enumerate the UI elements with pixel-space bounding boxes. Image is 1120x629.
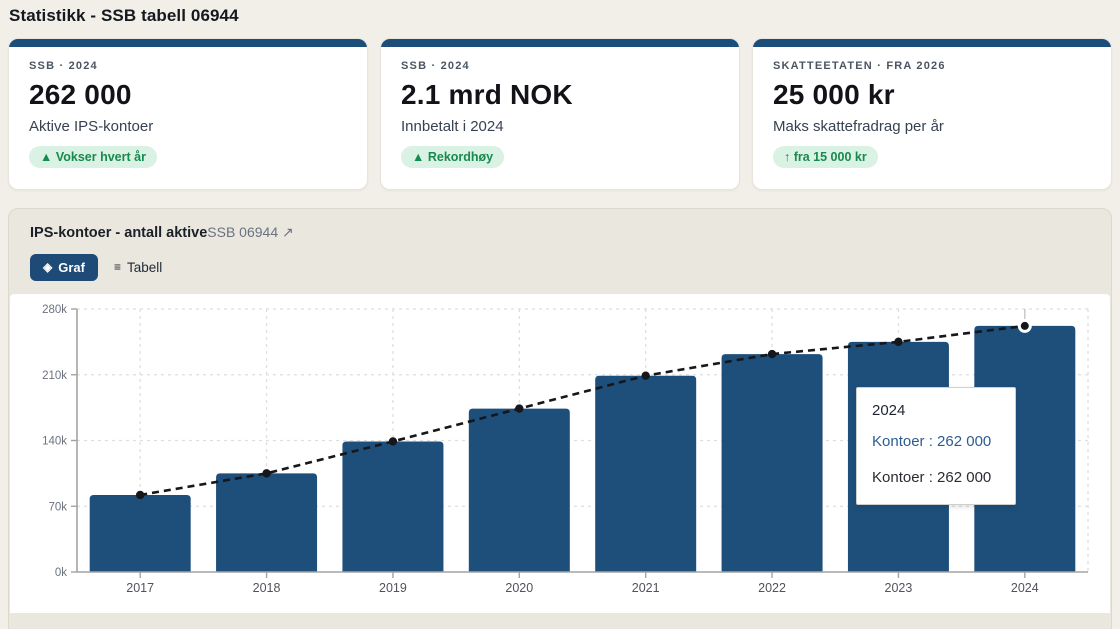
card-source-label: SSB · 2024 [401,60,470,72]
chart-title: IPS-kontoer - antall aktive [30,225,208,241]
trend-point[interactable] [262,469,271,478]
bar-chart-svg: 0k 70k 140k 210k 280k 2017 2018 2019 2020 2021 202… [42,304,1089,595]
trend-badge: ↑ fra 15 000 kr [773,146,878,168]
x-axis-label: 2018 [253,581,281,595]
tooltip-year: 2024 [872,402,906,419]
chart-panel-header: IPS-kontoer - antall aktive SSB 06944 ↗ ◈… [9,209,1111,281]
trend-badge: ▲ Rekordhøy [401,146,505,168]
card-value: 262 000 [29,79,132,110]
tooltip-bar-series-value: Kontoer : 262 000 [872,433,992,450]
x-axis-label: 2017 [126,581,154,595]
trend-badge: ▲ Vokser hvert år [29,146,157,168]
card-value: 2.1 mrd NOK [401,79,573,110]
x-axis-label: 2021 [632,581,660,595]
chart-tooltip: 2024 Kontoer : 262 000 Kontoer : 262 000 [856,387,1016,505]
graf-tab-button[interactable]: ◈ Graf [30,253,98,281]
x-axis-label: 2022 [758,581,786,595]
card-body: SSB · 2024 2.1 mrd NOK Innbetalt i 2024 … [381,47,739,182]
stat-cards-row: SSB · 2024 262 000 Aktive IPS-kontoer ▲ … [8,38,1112,190]
trend-line [139,324,1025,497]
x-axis-label: 2020 [505,581,533,595]
bar-2020[interactable] [468,408,570,572]
tabell-tab-label: Tabell [126,259,163,275]
page-title: Statistikk - SSB tabell 06944 [9,6,239,25]
trend-point[interactable] [894,337,903,347]
table-rows-icon: ≡ [113,260,121,274]
card-source-label: SSB · 2024 [29,60,98,72]
stat-card-active-accounts: SSB · 2024 262 000 Aktive IPS-kontoer ▲ … [8,38,368,190]
chart-panel: IPS-kontoer - antall aktive SSB 06944 ↗ ◈… [8,208,1112,629]
y-axis-label: 210k [42,370,67,382]
graf-tab-label: Graf [58,259,85,275]
card-value: 25 000 kr [773,79,895,110]
bar-2018[interactable] [216,473,318,572]
stat-card-contributions: SSB · 2024 2.1 mrd NOK Innbetalt i 2024 … [380,38,740,190]
card-accent-bar [753,39,1111,47]
bar-2017[interactable] [89,494,191,572]
card-description: Maks skattefradrag per år [773,118,944,135]
y-axis-label: 0k [55,567,67,579]
x-axis-label: 2024 [1011,581,1039,595]
card-accent-bar [9,39,367,47]
chart-title-row: IPS-kontoer - antall aktive SSB 06944 ↗ [30,224,1090,241]
tabell-tab-button[interactable]: ≡ Tabell [114,260,162,275]
bar-chart-canvas[interactable]: 0k 70k 140k 210k 280k 2017 2018 2019 2020 2021 202… [10,294,1110,613]
trend-point[interactable] [135,490,145,500]
view-toggle-group: ◈ Graf ≡ Tabell [30,253,1090,281]
card-body: SKATTEETATEN · FRA 2026 25 000 kr Maks s… [753,47,1111,182]
x-axis-label: 2019 [379,581,407,595]
card-body: SSB · 2024 262 000 Aktive IPS-kontoer ▲ … [9,47,367,182]
tooltip-line-series-value: Kontoer : 262 000 [872,469,992,486]
bar-2021[interactable] [595,375,697,572]
stat-card-tax-deduction: SKATTEETATEN · FRA 2026 25 000 kr Maks s… [752,38,1112,190]
card-description: Aktive IPS-kontoer [29,118,154,135]
y-axis-label: 70k [48,501,67,513]
bar-2022[interactable] [721,354,823,572]
trend-point-active[interactable] [1017,318,1032,333]
bar-2019[interactable] [342,441,444,572]
y-axis-label: 140k [42,436,67,448]
card-description: Innbetalt i 2024 [401,118,504,135]
card-accent-bar [381,39,739,47]
trend-point[interactable] [641,371,650,380]
trend-point[interactable] [767,349,777,359]
x-axis-label: 2023 [885,581,913,595]
trend-point[interactable] [388,437,398,446]
y-axis-label: 280k [42,304,67,316]
trend-point[interactable] [515,404,524,413]
diamond-icon: ◈ [43,260,53,274]
source-link[interactable]: SSB 06944 ↗ [207,224,294,240]
card-source-label: SKATTEETATEN · FRA 2026 [773,60,946,72]
